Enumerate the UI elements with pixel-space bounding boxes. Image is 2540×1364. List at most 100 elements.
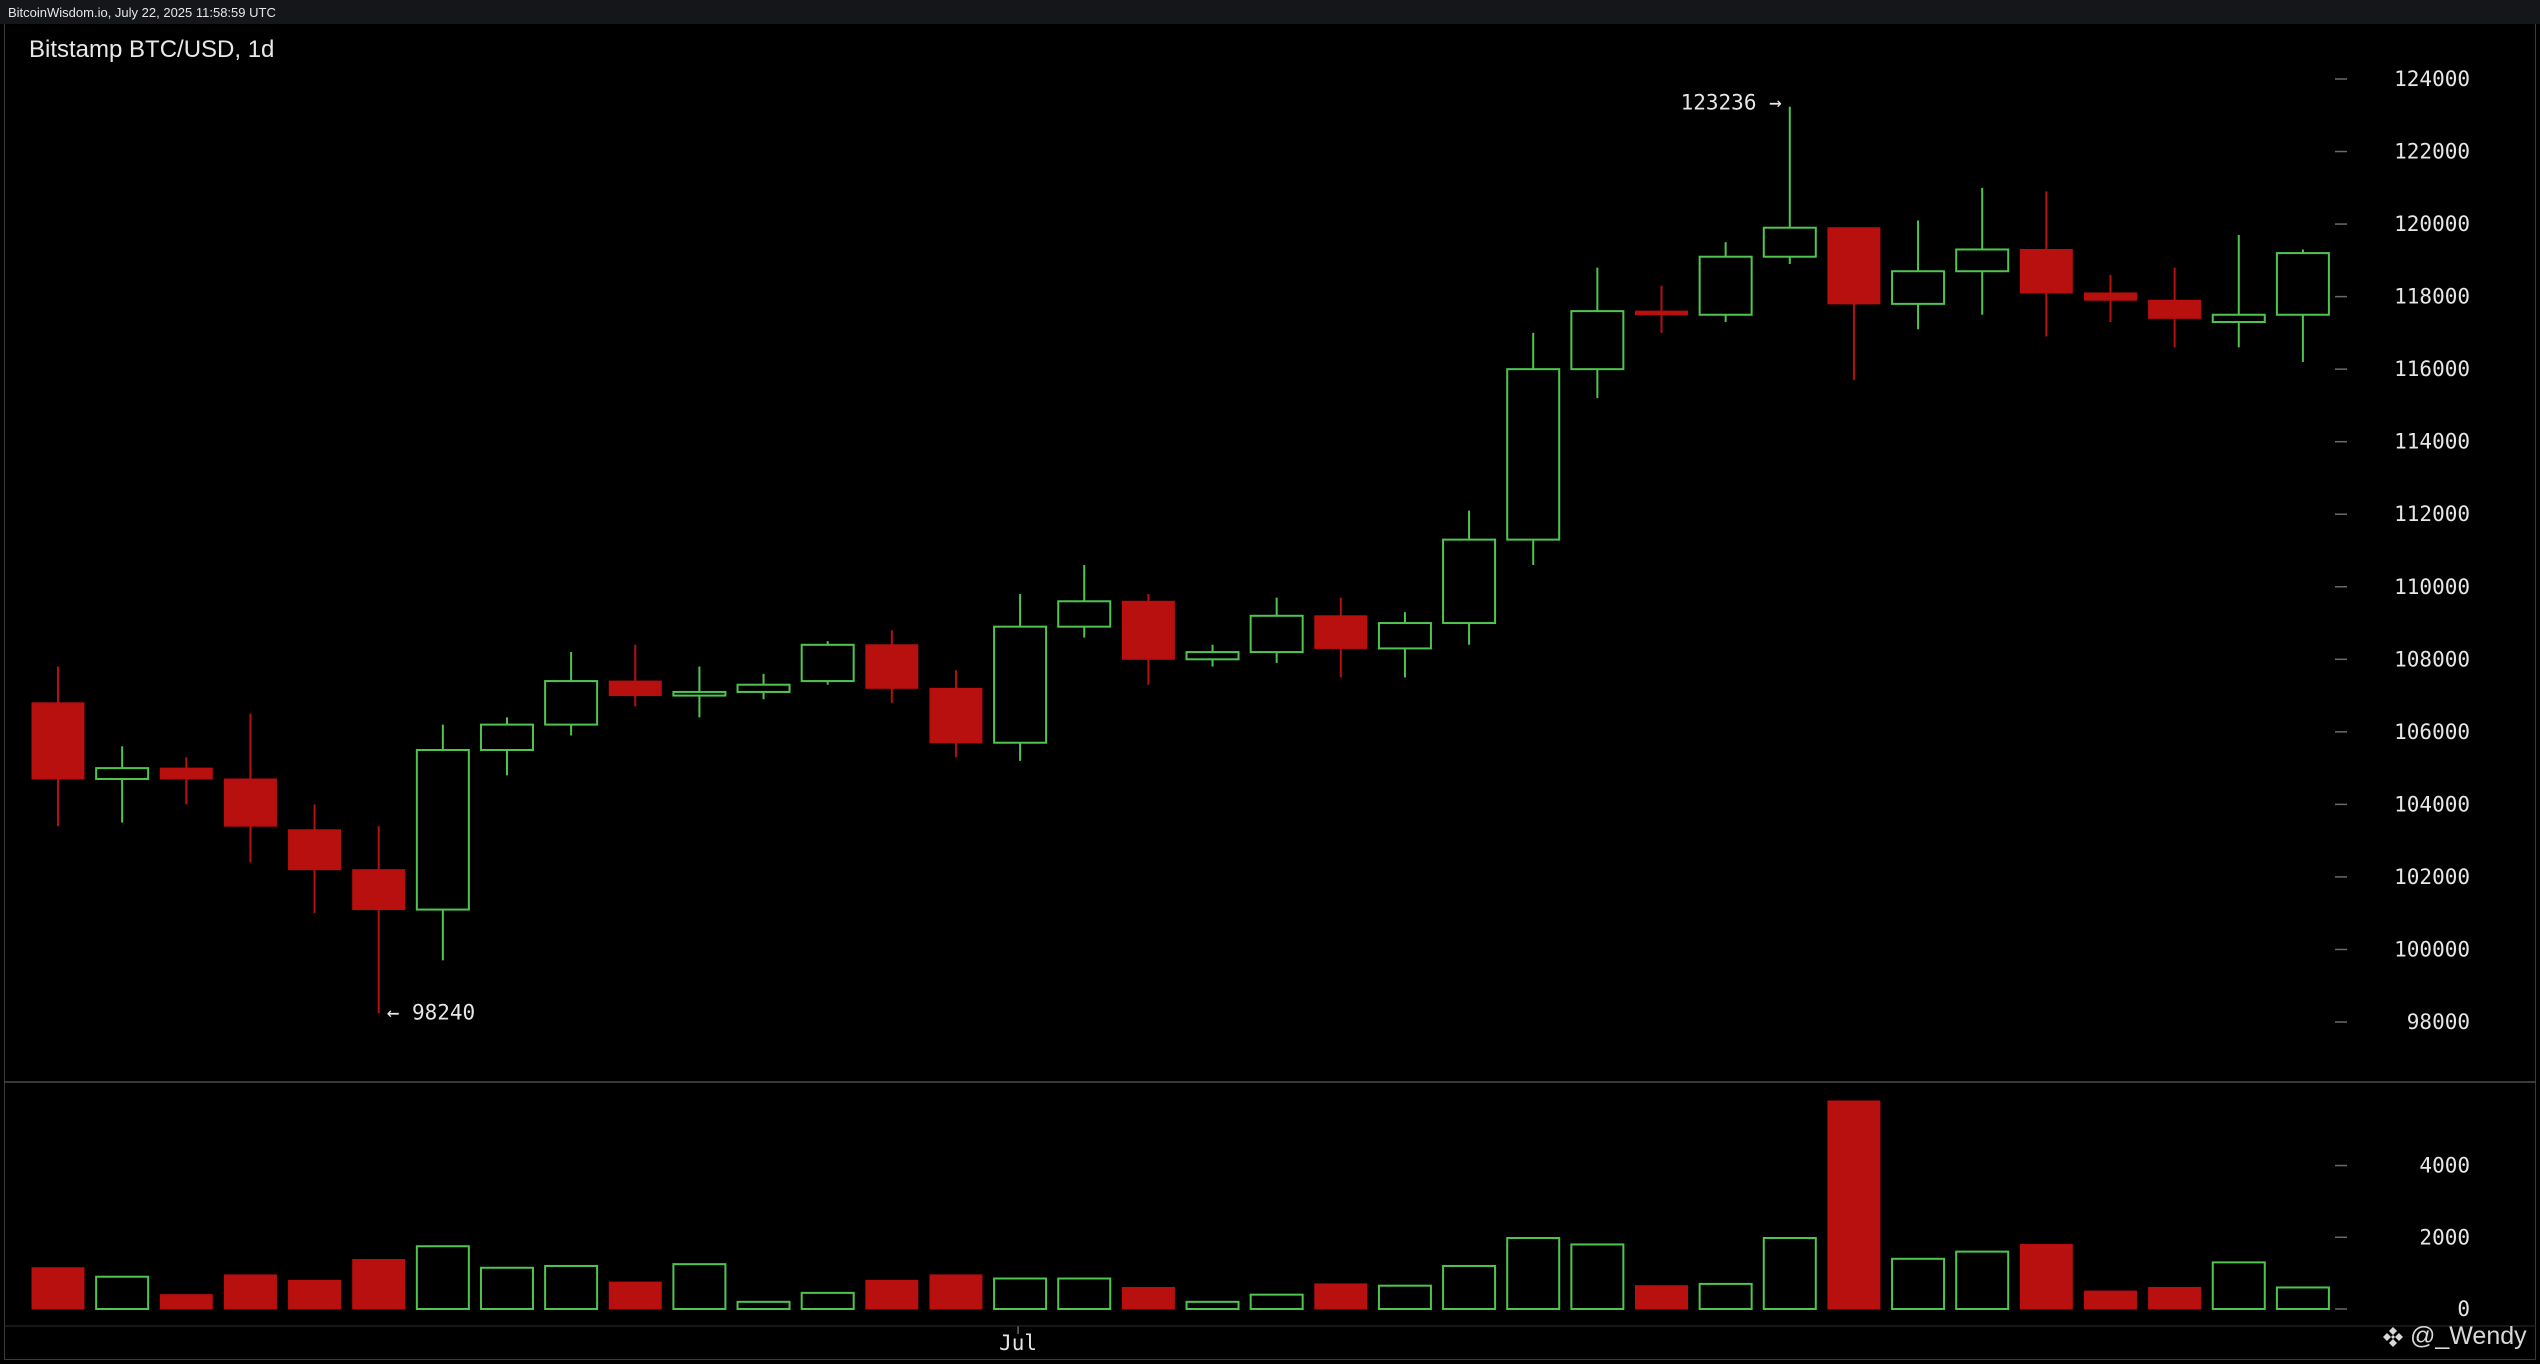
candle-body [1955,248,2010,273]
top-bar: BitcoinWisdom.io, July 22, 2025 11:58:59… [0,0,2540,24]
candle-body [1442,538,1497,625]
candle-body [1185,651,1240,661]
candle-body [159,767,213,780]
volume-bar [1506,1236,1561,1311]
high-annotation: 123236 → [1681,91,1782,115]
candle-body [1249,614,1304,654]
candle-body [1121,600,1175,660]
volume-bar [608,1281,662,1310]
price-tick-label: 108000 [2394,647,2470,671]
volume-bar [2019,1243,2073,1310]
volume-bar [993,1277,1048,1310]
price-tick-label: 124000 [2394,67,2470,91]
price-tick-label: 120000 [2394,212,2470,236]
price-tick-label: 114000 [2394,430,2470,454]
price-tick-label: 112000 [2394,502,2470,526]
low-annotation: ← 98240 [387,1000,476,1024]
volume-bar [1955,1250,2010,1311]
candle-body [479,723,534,751]
candle-body [800,643,855,683]
price-annotations: ← 98240 123236 → [387,91,1782,1025]
volume-bar [2211,1261,2266,1310]
volume-bar [1891,1257,1946,1310]
candle-body [736,683,791,693]
volume-bar [2083,1290,2137,1310]
candle-body [1698,255,1753,316]
candle-body [929,687,983,744]
price-tick-label: 116000 [2394,357,2470,381]
price-tick-label: 98000 [2407,1010,2470,1034]
candle-body [2275,252,2330,316]
volume-bar [1570,1243,1625,1310]
candle-body [1762,226,1817,258]
volume-bar [31,1267,85,1310]
volume-bar [1762,1236,1817,1311]
volume-bar [929,1274,983,1310]
candle-body [865,644,919,689]
time-axis: Jul [999,1326,1037,1355]
candle-body [223,778,277,827]
volume-bar [1698,1282,1753,1311]
volume-bar [1121,1286,1175,1310]
price-tick-label: 118000 [2394,285,2470,309]
candle-body [415,748,470,911]
candlestick-series [31,106,2330,1014]
price-axis: 98000 100000 102000 104000 106000 108000 11000… [2335,67,2470,1034]
volume-bar [159,1294,213,1310]
volume-bar [415,1245,470,1310]
volume-bar [1635,1285,1688,1310]
volume-bar [800,1291,855,1310]
volume-series [31,1100,2330,1311]
volume-bar [479,1266,534,1311]
candle-body [1057,600,1112,628]
watermark-text: @_Wendy [2410,1322,2527,1350]
candle-body [672,690,727,697]
candle-body [31,702,85,780]
candle-body [1570,310,1625,371]
candle-body [288,829,342,871]
price-tick-label: 100000 [2394,937,2470,961]
candle-body [1891,270,1946,305]
candle-body [1377,622,1432,650]
binance-diamond-icon [2383,1326,2403,1347]
volume-axis: 0 2000 4000 [2335,1154,2470,1321]
volume-bar [352,1259,406,1310]
price-tick-label: 104000 [2394,792,2470,816]
volume-bar [865,1279,919,1310]
time-tick-label: Jul [999,1331,1037,1355]
volume-bar [288,1279,342,1310]
volume-bar [672,1263,727,1310]
volume-tick-label: 0 [2457,1297,2470,1321]
price-tick-label: 110000 [2394,575,2470,599]
candle-body [544,680,599,726]
volume-bar [2275,1286,2330,1311]
volume-bar [1057,1277,1112,1310]
volume-tick-label: 4000 [2419,1154,2470,1178]
candle-body [1827,227,1881,305]
candle-body [1314,615,1368,649]
volume-bar [223,1274,277,1310]
candle-body [1635,310,1688,316]
source-timestamp: BitcoinWisdom.io, July 22, 2025 11:58:59… [8,5,276,20]
chart-title: Bitstamp BTC/USD, 1d [29,36,275,63]
volume-bar [1314,1283,1368,1310]
volume-bar [1827,1100,1881,1310]
candle-body [993,625,1048,744]
price-tick-label: 102000 [2394,865,2470,889]
candle-body [95,767,150,780]
volume-bar [1377,1284,1432,1311]
volume-bar [1185,1300,1240,1311]
volume-bar [95,1275,150,1310]
candle-body [2148,299,2202,319]
candle-body [352,869,406,911]
volume-bar [1442,1264,1497,1311]
volume-bar [736,1300,791,1311]
volume-bar [544,1264,599,1311]
price-tick-label: 122000 [2394,140,2470,164]
volume-tick-label: 2000 [2419,1225,2470,1249]
volume-bar [2148,1286,2202,1310]
candle-body [2019,248,2073,294]
watermark: @_Wendy [2382,1322,2527,1351]
candle-body [2083,292,2137,301]
